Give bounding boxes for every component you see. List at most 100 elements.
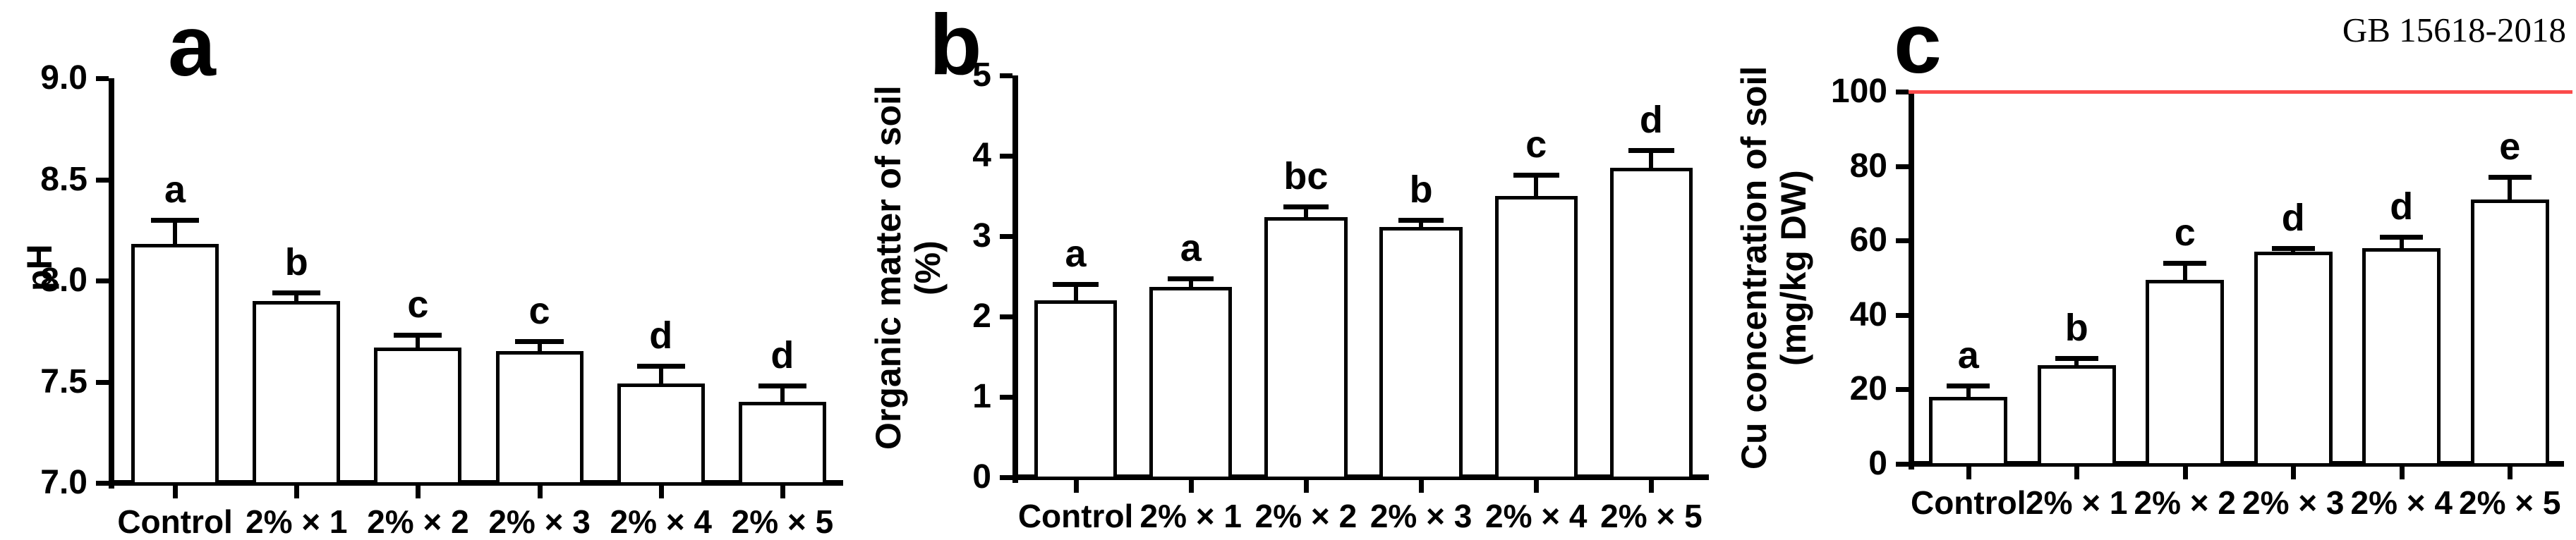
- bar: [2037, 365, 2116, 467]
- panel-a: a pH 7.0 7.5 8.0 8.5 9.0 a Control b 2% × 1 c 2% ×…: [0, 0, 859, 540]
- y-tick-label: 2: [972, 297, 991, 335]
- y-tick: [1000, 73, 1012, 78]
- x-tick: [294, 486, 300, 498]
- error-bar-cap: [1513, 173, 1559, 178]
- significance-letter: a: [1065, 233, 1087, 276]
- y-tick-label: 20: [1849, 370, 1887, 408]
- y-tick-label: 3: [972, 217, 991, 254]
- error-bar-cap: [272, 290, 321, 296]
- x-tick-label: 2% × 2: [1254, 498, 1357, 534]
- y-tick-label: 60: [1849, 221, 1887, 259]
- x-tick-label: Control: [1017, 498, 1134, 534]
- x-tick-label: 2% × 1: [246, 503, 348, 540]
- x-tick: [2508, 467, 2513, 479]
- error-bar-cap: [2380, 234, 2424, 240]
- x-tick-label: Control: [1910, 484, 2026, 521]
- significance-letter: c: [407, 283, 429, 326]
- error-bar: [2182, 262, 2187, 287]
- x-tick: [2182, 467, 2188, 479]
- y-tick: [96, 177, 109, 183]
- x-tick: [1073, 480, 1079, 493]
- significance-letter: b: [1409, 168, 1433, 211]
- error-bar: [1073, 284, 1078, 308]
- y-tick: [96, 379, 109, 385]
- error-bar-cap: [1947, 383, 1990, 389]
- x-axis-line: [1909, 461, 2564, 467]
- y-tick-label: 0: [972, 458, 991, 496]
- y-axis-line: [1909, 92, 1914, 470]
- x-tick: [416, 486, 421, 498]
- y-tick-label: 0: [1868, 445, 1887, 482]
- y-tick: [1000, 475, 1012, 480]
- error-bar-cap: [1053, 282, 1099, 288]
- bar: [1494, 196, 1578, 480]
- significance-letter: c: [1525, 123, 1547, 166]
- bar: [495, 351, 583, 486]
- significance-letter: e: [2499, 125, 2521, 168]
- error-bar-cap: [1168, 276, 1214, 282]
- x-tick-label: 2% × 4: [610, 503, 713, 540]
- y-tick-label: 7.0: [40, 464, 87, 501]
- y-tick: [1000, 314, 1012, 319]
- error-bar: [416, 335, 421, 355]
- x-tick: [2291, 467, 2297, 479]
- panel-letter: c: [1894, 0, 1942, 91]
- y-tick: [1896, 312, 1909, 318]
- error-bar: [537, 341, 542, 359]
- significance-letter: b: [284, 241, 308, 284]
- error-bar-cap: [150, 217, 200, 223]
- error-bar: [1303, 206, 1308, 224]
- x-tick: [1966, 467, 1971, 479]
- x-tick: [1534, 480, 1540, 493]
- x-tick-label: 2% × 5: [2459, 484, 2561, 521]
- significance-letter: d: [649, 314, 673, 357]
- error-bar-cap: [394, 333, 442, 338]
- plot-area: 0 1 2 3 4 5 a Control a 2% × 1 bc 2% × 2 b 2% × 3 c 2% …: [859, 0, 1717, 540]
- bar: [374, 347, 462, 486]
- error-bar: [2074, 357, 2079, 373]
- bar: [131, 244, 219, 486]
- reference-standard-label: GB 15618-2018: [2342, 11, 2566, 49]
- x-tick: [2399, 467, 2405, 479]
- x-tick-label: 2% × 1: [1139, 498, 1242, 534]
- error-bar: [173, 219, 178, 252]
- x-tick-label: 2% × 2: [2134, 484, 2237, 521]
- y-tick: [96, 76, 109, 81]
- error-bar: [2399, 236, 2404, 255]
- y-tick: [1896, 90, 1909, 94]
- plot-area: 0 20 40 60 80 100 a Control b 2% × 1 c 2% × 2 d 2% × …: [1717, 0, 2576, 540]
- x-tick: [537, 486, 543, 498]
- y-tick: [1000, 234, 1012, 239]
- y-tick: [1896, 387, 1909, 393]
- x-tick: [1419, 480, 1425, 493]
- bar: [2362, 247, 2441, 467]
- reference-line: [1909, 90, 2572, 94]
- x-tick: [1303, 480, 1309, 493]
- y-tick-label: 1: [972, 378, 991, 415]
- x-axis-line: [1012, 474, 1709, 480]
- significance-letter: a: [1957, 334, 1979, 377]
- y-tick-label: 8.5: [40, 160, 87, 198]
- y-tick: [1000, 154, 1012, 159]
- error-bar-cap: [1283, 204, 1329, 209]
- panel-b: b Organic matter of soil (%) 0 1 2 3 4 5 a Cont…: [859, 0, 1717, 540]
- bar: [738, 402, 826, 486]
- error-bar: [2508, 177, 2512, 207]
- x-tick: [658, 486, 664, 498]
- x-tick: [2074, 467, 2080, 479]
- x-tick-label: 2% × 3: [1369, 498, 1473, 534]
- y-tick-label: 7.5: [40, 362, 87, 400]
- y-axis-line: [109, 78, 114, 489]
- error-bar-cap: [2055, 355, 2098, 361]
- y-axis-line: [1012, 75, 1018, 483]
- significance-letter: d: [770, 334, 794, 377]
- y-tick-label: 8.0: [40, 262, 87, 299]
- x-tick-label: 2% × 5: [1600, 498, 1703, 534]
- significance-letter: c: [2174, 211, 2196, 254]
- x-tick-label: 2% × 5: [731, 503, 834, 540]
- error-bar-cap: [515, 339, 564, 345]
- error-bar-cap: [2163, 260, 2207, 266]
- y-tick-label: 80: [1849, 147, 1887, 185]
